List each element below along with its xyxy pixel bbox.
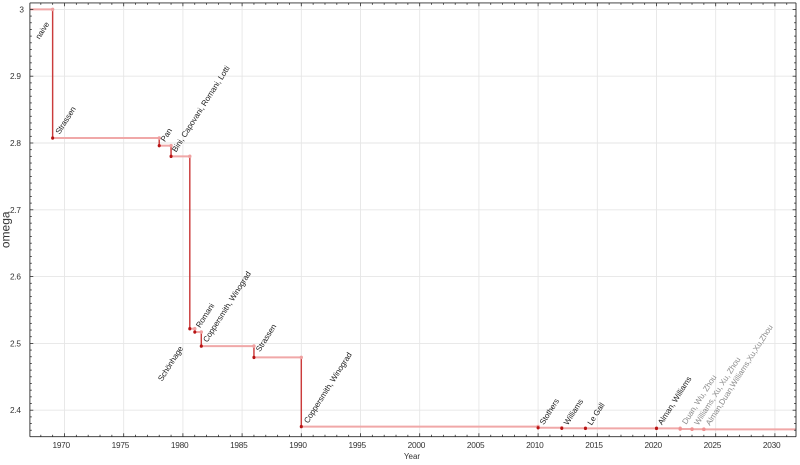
svg-text:1985: 1985 xyxy=(230,440,248,450)
svg-text:1970: 1970 xyxy=(52,440,70,450)
svg-text:1990: 1990 xyxy=(289,440,307,450)
svg-text:2.7: 2.7 xyxy=(10,205,21,215)
svg-text:1980: 1980 xyxy=(171,440,189,450)
svg-text:2.6: 2.6 xyxy=(10,272,21,282)
svg-text:2.5: 2.5 xyxy=(10,338,21,348)
svg-text:2015: 2015 xyxy=(585,440,603,450)
svg-text:2005: 2005 xyxy=(467,440,485,450)
svg-text:2020: 2020 xyxy=(644,440,662,450)
svg-text:1975: 1975 xyxy=(112,440,130,450)
svg-text:2.4: 2.4 xyxy=(10,405,21,415)
svg-text:omega: omega xyxy=(0,211,12,248)
svg-text:2025: 2025 xyxy=(704,440,722,450)
svg-text:2.9: 2.9 xyxy=(10,71,21,81)
svg-text:2.8: 2.8 xyxy=(10,138,21,148)
svg-text:2000: 2000 xyxy=(408,440,426,450)
svg-text:Year: Year xyxy=(404,452,421,460)
svg-text:2030: 2030 xyxy=(763,440,781,450)
svg-text:2010: 2010 xyxy=(526,440,544,450)
svg-text:1995: 1995 xyxy=(348,440,366,450)
svg-text:3: 3 xyxy=(19,4,24,14)
